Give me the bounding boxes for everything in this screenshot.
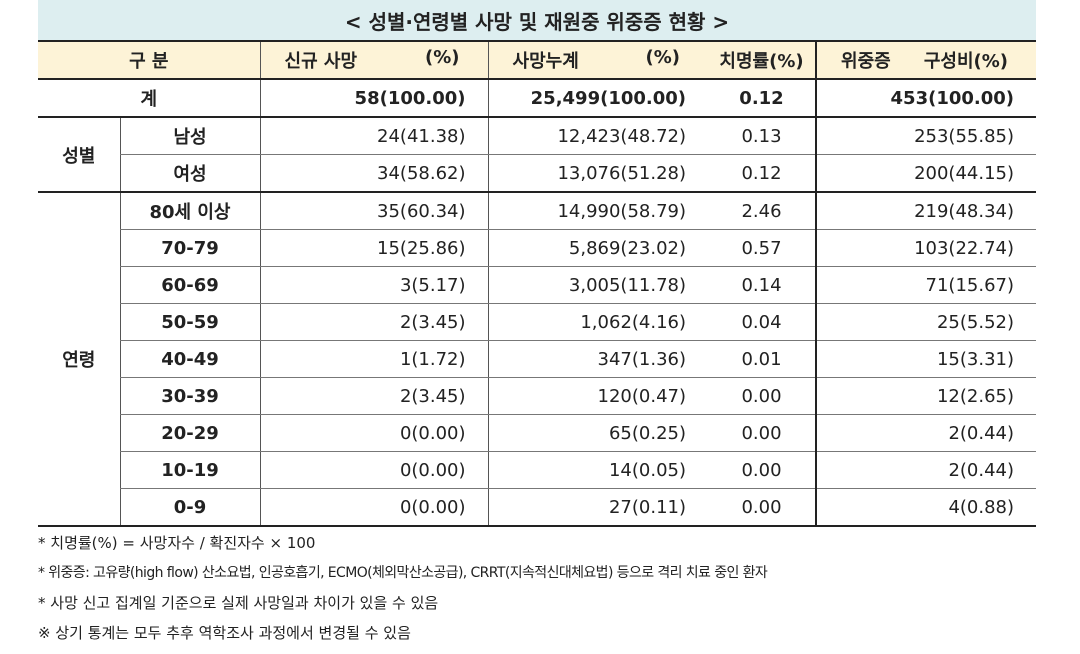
fatality-cell: 0.00 [708, 488, 817, 527]
footnote: ※ 상기 통계는 모두 추후 역학조사 과정에서 변경될 수 있음 [38, 624, 411, 642]
header-new-deaths-label: 신규 사망 [284, 51, 358, 72]
header-category: 구 분 [38, 40, 261, 80]
fatality-cell: 0.14 [708, 266, 817, 304]
total-rate: 0.12 [708, 79, 817, 118]
new-deaths-cell: 24(41.38) [259, 117, 489, 155]
new-deaths-cell: 35(60.34) [259, 192, 489, 230]
new-deaths-cell: 3(5.17) [259, 266, 489, 304]
fatality-cell: 0.00 [708, 451, 817, 489]
cum-deaths-cell: 14(0.05) [487, 451, 709, 489]
table-row: 여성 34(58.62) 13,076(51.28) 0.12 200(44.15) [38, 154, 1037, 193]
cum-deaths-cell: 5,869(23.02) [487, 229, 709, 267]
severe-cell: 12(2.65) [815, 377, 1037, 415]
row-label: 0-9 [119, 488, 261, 527]
severe-cell: 253(55.85) [815, 117, 1037, 155]
footnotes: * 치명률(%) = 사망자수 / 확진자수 × 100 * 위중증: 고유량(… [38, 528, 768, 648]
header-fatality: 치명률(%) [708, 40, 817, 80]
header-severe-pct: 구성비(%) [923, 51, 1009, 72]
row-label: 40-49 [119, 340, 261, 378]
severe-cell: 25(5.52) [815, 303, 1037, 341]
new-deaths-cell: 0(0.00) [259, 451, 489, 489]
cum-deaths-cell: 3,005(11.78) [487, 266, 709, 304]
new-deaths-cell: 0(0.00) [259, 488, 489, 527]
new-deaths-cell: 2(3.45) [259, 303, 489, 341]
severe-cell: 219(48.34) [815, 192, 1037, 230]
severe-cell: 200(44.15) [815, 154, 1037, 193]
header-row: 구 분 신규 사망 (%) 사망누계 (%) 치명률(%) 위중증 구성비(%) [38, 40, 1037, 80]
fatality-cell: 0.00 [708, 377, 817, 415]
row-label: 10-19 [119, 451, 261, 489]
header-severe: 위중증 구성비(%) [815, 40, 1037, 80]
group-label: 성별 [38, 117, 120, 193]
severe-cell: 2(0.44) [815, 414, 1037, 452]
table-row: 20-29 0(0.00) 65(0.25) 0.00 2(0.44) [38, 414, 1037, 452]
footnote: * 사망 신고 집계일 기준으로 실제 사망일과 차이가 있을 수 있음 [38, 594, 439, 612]
cum-deaths-cell: 13,076(51.28) [487, 154, 709, 193]
total-label: 계 [38, 79, 261, 118]
table-row: 40-49 1(1.72) 347(1.36) 0.01 15(3.31) [38, 340, 1037, 378]
severe-cell: 15(3.31) [815, 340, 1037, 378]
table-row: 0-9 0(0.00) 27(0.11) 0.00 4(0.88) [38, 488, 1037, 527]
footnote: * 치명률(%) = 사망자수 / 확진자수 × 100 [38, 534, 316, 552]
cum-deaths-cell: 347(1.36) [487, 340, 709, 378]
row-label: 30-39 [119, 377, 261, 415]
table-row: 성별 남성 24(41.38) 12,423(48.72) 0.13 253(55.85) [38, 117, 1037, 193]
header-new-deaths-pct: (%) [425, 47, 460, 68]
header-new-deaths: 신규 사망 (%) [259, 40, 489, 80]
new-deaths-cell: 1(1.72) [259, 340, 489, 378]
fatality-cell: 0.57 [708, 229, 817, 267]
header-severe-label: 위중증 [841, 51, 891, 72]
severe-cell: 4(0.88) [815, 488, 1037, 527]
cum-deaths-cell: 120(0.47) [487, 377, 709, 415]
row-label: 남성 [119, 117, 261, 155]
header-cum-deaths: 사망누계 (%) [487, 40, 709, 80]
row-label: 80세 이상 [119, 192, 261, 230]
row-label: 20-29 [119, 414, 261, 452]
total-new: 58(100.00) [259, 79, 489, 118]
table-row: 70-79 15(25.86) 5,869(23.02) 0.57 103(22.74) [38, 229, 1037, 267]
row-label: 50-59 [119, 303, 261, 341]
table-row: 10-19 0(0.00) 14(0.05) 0.00 2(0.44) [38, 451, 1037, 489]
cum-deaths-cell: 14,990(58.79) [487, 192, 709, 230]
header-cum-deaths-label: 사망누계 [512, 51, 579, 72]
cum-deaths-cell: 27(0.11) [487, 488, 709, 527]
fatality-cell: 0.12 [708, 154, 817, 193]
total-severe: 453(100.00) [815, 79, 1037, 118]
new-deaths-cell: 34(58.62) [259, 154, 489, 193]
fatality-cell: 2.46 [708, 192, 817, 230]
fatality-cell: 0.00 [708, 414, 817, 452]
row-label: 60-69 [119, 266, 261, 304]
fatality-cell: 0.04 [708, 303, 817, 341]
total-row: 계 58(100.00) 25,499(100.00) 0.12 453(100… [38, 79, 1037, 118]
header-cum-deaths-pct: (%) [645, 47, 681, 68]
new-deaths-cell: 15(25.86) [259, 229, 489, 267]
footnote: * 위중증: 고유량(high flow) 산소요법, 인공호흡기, ECMO(… [38, 565, 768, 581]
total-cum: 25,499(100.00) [487, 79, 709, 118]
row-label: 여성 [119, 154, 261, 193]
cum-deaths-cell: 1,062(4.16) [487, 303, 709, 341]
stats-table: 구 분 신규 사망 (%) 사망누계 (%) 치명률(%) 위중증 구성비(%) 계 … [38, 40, 1037, 527]
fatality-cell: 0.01 [708, 340, 817, 378]
table-row: 30-39 2(3.45) 120(0.47) 0.00 12(2.65) [38, 377, 1037, 415]
new-deaths-cell: 0(0.00) [259, 414, 489, 452]
table-row: 60-69 3(5.17) 3,005(11.78) 0.14 71(15.67) [38, 266, 1037, 304]
new-deaths-cell: 2(3.45) [259, 377, 489, 415]
severe-cell: 2(0.44) [815, 451, 1037, 489]
table-row: 50-59 2(3.45) 1,062(4.16) 0.04 25(5.52) [38, 303, 1037, 341]
severe-cell: 71(15.67) [815, 266, 1037, 304]
cum-deaths-cell: 65(0.25) [487, 414, 709, 452]
table-title: < 성별·연령별 사망 및 재원중 위중증 현황 > [38, 0, 1036, 40]
cum-deaths-cell: 12,423(48.72) [487, 117, 709, 155]
group-label: 연령 [38, 192, 120, 527]
severe-cell: 103(22.74) [815, 229, 1037, 267]
fatality-cell: 0.13 [708, 117, 817, 155]
row-label: 70-79 [119, 229, 261, 267]
table-row: 연령 80세 이상 35(60.34) 14,990(58.79) 2.46 219(48… [38, 192, 1037, 527]
